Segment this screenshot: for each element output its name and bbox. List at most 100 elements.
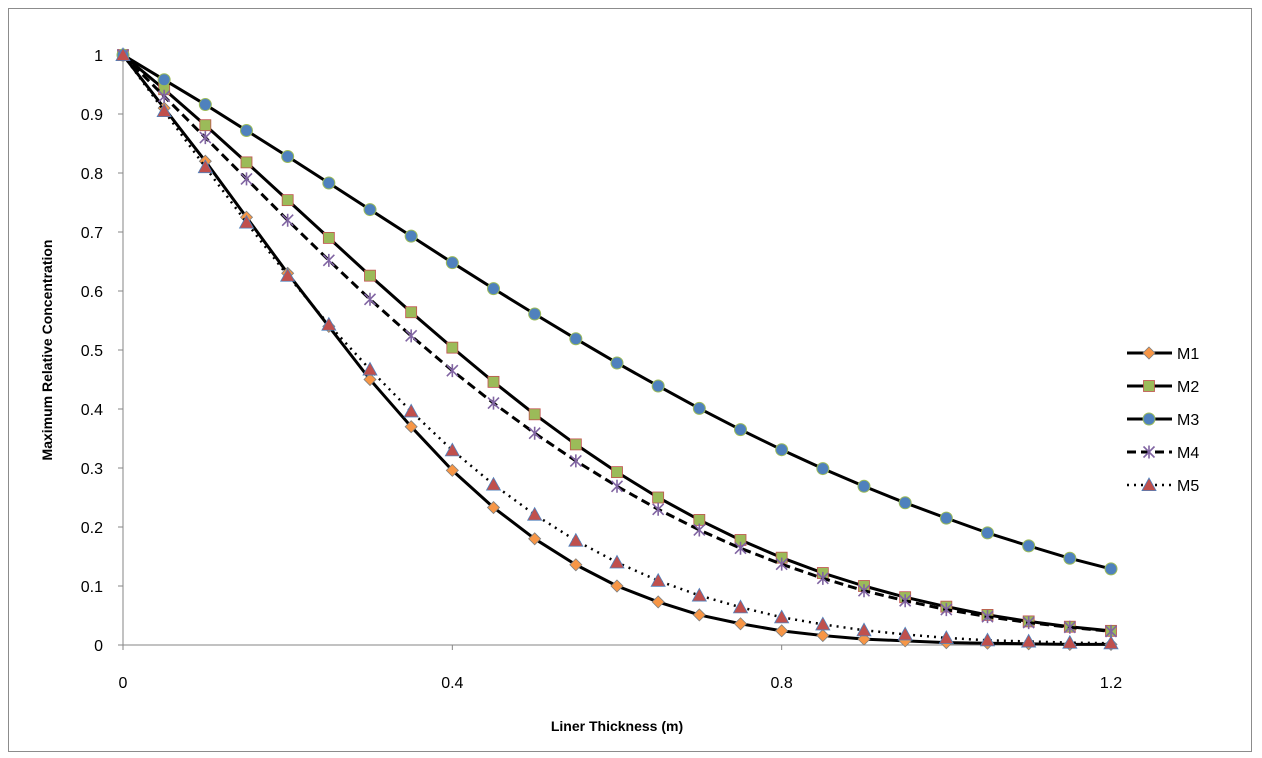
data-point-m5 <box>568 532 584 547</box>
data-point-m3 <box>404 229 418 243</box>
y-axis-title: Maximum Relative Concentration <box>39 240 55 461</box>
data-point-m5 <box>238 214 255 229</box>
x-tick-label: 0.4 <box>441 675 463 692</box>
legend-label: M4 <box>1177 445 1199 462</box>
data-point-m3 <box>487 282 500 296</box>
data-point-m4 <box>569 454 582 468</box>
data-point-m2 <box>446 341 459 354</box>
y-tick-label: 0.8 <box>81 166 103 183</box>
legend-marker <box>1142 412 1156 426</box>
legend-label: M2 <box>1177 379 1199 396</box>
data-point-m5 <box>362 361 378 376</box>
data-point-m1 <box>569 558 583 572</box>
legend-marker <box>1142 445 1156 459</box>
data-point-m5 <box>279 267 296 282</box>
data-point-m4 <box>446 364 459 378</box>
data-point-m3 <box>198 98 212 112</box>
data-point-m1 <box>692 608 706 622</box>
data-point-m4 <box>857 584 871 598</box>
data-point-m5 <box>691 587 708 602</box>
data-point-m3 <box>610 356 624 370</box>
data-point-m3 <box>651 379 665 393</box>
data-point-m5 <box>115 47 131 61</box>
data-point-m3 <box>569 332 583 346</box>
series-m3 <box>116 48 1118 576</box>
data-point-m5 <box>1020 633 1037 648</box>
data-point-m5 <box>650 572 666 587</box>
series-m4 <box>116 48 1118 638</box>
data-point-m4 <box>899 594 912 608</box>
data-point-m4 <box>528 426 541 440</box>
data-point-m3 <box>775 443 789 457</box>
legend-marker <box>1142 346 1156 360</box>
y-tick-label: 1 <box>94 48 103 65</box>
data-point-m4 <box>158 89 171 103</box>
data-point-m4 <box>281 213 294 227</box>
data-point-m3 <box>1104 562 1118 576</box>
data-point-m3 <box>816 462 830 476</box>
data-point-m4 <box>693 523 706 537</box>
data-point-m2 <box>652 491 665 504</box>
data-point-m1 <box>445 463 459 477</box>
legend-item-m2: M2 <box>1127 379 1199 396</box>
y-tick-label: 0.4 <box>81 402 103 419</box>
y-tick-label: 0.3 <box>81 461 103 478</box>
x-tick-label: 0.8 <box>771 675 793 692</box>
data-point-m2 <box>364 269 376 282</box>
data-point-m1 <box>733 617 748 631</box>
data-point-m5 <box>897 626 913 641</box>
data-point-m4 <box>734 541 747 555</box>
data-point-m4 <box>405 329 418 343</box>
data-point-m5 <box>526 506 543 521</box>
series-layer <box>115 47 1119 651</box>
legend-item-m3: M3 <box>1127 412 1199 429</box>
legend-label: M3 <box>1177 412 1199 429</box>
chart-frame <box>8 8 1252 752</box>
data-point-m5 <box>938 630 955 644</box>
data-point-m3 <box>363 203 377 217</box>
data-point-m5 <box>156 103 172 118</box>
data-point-m5 <box>1062 634 1078 649</box>
data-point-m3 <box>898 496 912 510</box>
legend-item-m4: M4 <box>1127 445 1199 462</box>
data-point-m5 <box>732 599 749 614</box>
data-point-m5 <box>609 554 625 569</box>
data-point-m5 <box>444 442 461 457</box>
legend-marker <box>1143 380 1155 392</box>
data-point-m2 <box>240 156 253 169</box>
data-point-m5 <box>321 316 337 331</box>
data-point-m1 <box>610 579 624 593</box>
data-point-m4 <box>240 172 253 186</box>
data-point-m5 <box>485 476 502 491</box>
data-point-m1 <box>363 372 377 387</box>
data-point-m1 <box>775 624 789 638</box>
legend-item-m5: M5 <box>1127 477 1199 495</box>
data-point-m3 <box>692 401 706 415</box>
data-point-m3 <box>981 526 994 540</box>
data-point-m3 <box>939 511 953 525</box>
series-m2 <box>117 49 1117 637</box>
data-point-m3 <box>281 149 295 163</box>
data-point-m3 <box>1022 539 1036 553</box>
legend-label: M5 <box>1177 478 1199 495</box>
data-point-m3 <box>240 124 253 138</box>
series-line-m4 <box>121 53 1112 633</box>
data-point-m5 <box>403 403 419 418</box>
data-point-m2 <box>405 306 418 319</box>
legend-label: M1 <box>1177 346 1199 363</box>
data-point-m2 <box>199 119 212 132</box>
data-point-m4 <box>487 396 500 410</box>
data-point-m1 <box>404 420 418 434</box>
data-point-m4 <box>1022 616 1035 630</box>
y-tick-label: 0 <box>94 638 103 655</box>
data-point-m2 <box>322 231 335 244</box>
data-point-m1 <box>528 532 542 546</box>
data-point-m1 <box>486 500 501 515</box>
data-point-m4 <box>981 610 994 624</box>
x-axis-title: Liner Thickness (m) <box>551 718 683 734</box>
data-point-m5 <box>773 609 790 624</box>
data-point-m5 <box>856 622 872 637</box>
data-point-m3 <box>734 423 747 437</box>
legend-item-m1: M1 <box>1127 346 1199 363</box>
data-point-m4 <box>610 479 624 493</box>
